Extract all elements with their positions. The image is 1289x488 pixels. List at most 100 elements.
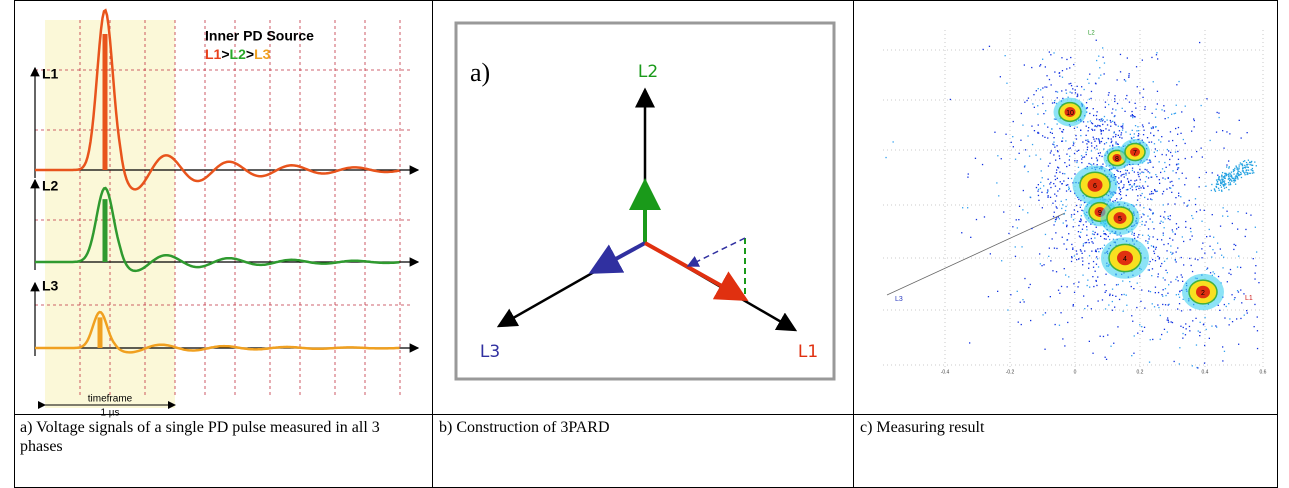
scatter-dot bbox=[1229, 318, 1231, 320]
scatter-dot bbox=[1114, 95, 1116, 97]
scatter-dot bbox=[1181, 289, 1183, 291]
scatter-dot bbox=[1243, 293, 1245, 295]
scatter-dot bbox=[1110, 168, 1113, 171]
scatter-dot bbox=[1250, 164, 1253, 166]
scatter-dot bbox=[1172, 184, 1174, 187]
scatter-dot bbox=[969, 342, 971, 344]
scatter-dot bbox=[1081, 228, 1084, 230]
scatter-dot bbox=[1229, 268, 1232, 271]
scatter-dot bbox=[1131, 231, 1133, 233]
scatter-dot bbox=[1213, 188, 1216, 190]
scatter-dot bbox=[1249, 163, 1251, 166]
scatter-dot bbox=[1086, 148, 1088, 151]
scatter-dot bbox=[1092, 242, 1094, 244]
scatter-dot bbox=[1104, 233, 1106, 235]
scatter-dot bbox=[1240, 137, 1242, 139]
scatter-dot bbox=[1123, 79, 1126, 81]
scatter-dot bbox=[1146, 137, 1149, 139]
scatter-dot bbox=[1109, 293, 1111, 295]
scatter-dot bbox=[1065, 190, 1068, 192]
scatter-dot bbox=[1061, 140, 1064, 142]
scatter-dot bbox=[1115, 133, 1117, 136]
scatter-dot bbox=[1255, 265, 1257, 267]
scatter-dot bbox=[1243, 171, 1245, 174]
scatter-dot bbox=[1132, 115, 1135, 117]
scatter-dot bbox=[1043, 113, 1045, 115]
scatter-dot bbox=[1141, 220, 1143, 223]
scatter-dot bbox=[1238, 168, 1240, 170]
scatter-dot bbox=[1126, 169, 1128, 172]
scatter-dot bbox=[1119, 194, 1122, 196]
scatter-dot bbox=[1095, 250, 1097, 253]
scatter-dot bbox=[1221, 181, 1224, 183]
scatter-dot bbox=[1055, 102, 1058, 105]
scatter-dot bbox=[1121, 294, 1123, 296]
scatter-dot bbox=[1154, 260, 1157, 262]
scatter-dot bbox=[1143, 326, 1146, 328]
scatter-dot bbox=[1057, 167, 1060, 169]
scatter-dot bbox=[1115, 192, 1117, 194]
scatter-dot bbox=[1129, 187, 1132, 190]
scatter-dot bbox=[1249, 172, 1251, 174]
scatter-dot bbox=[1028, 286, 1030, 289]
scatter-dot bbox=[1071, 92, 1073, 94]
scatter-dot bbox=[1114, 135, 1117, 138]
scatter-dot bbox=[1131, 185, 1133, 187]
scatter-dot bbox=[1227, 182, 1230, 184]
scatter-dot bbox=[1219, 225, 1222, 227]
scatter-dot bbox=[1091, 128, 1093, 130]
scatter-dot bbox=[1164, 118, 1166, 120]
scatter-dot bbox=[1107, 138, 1110, 140]
scatter-dot bbox=[1220, 189, 1223, 191]
scatter-dot bbox=[1142, 187, 1145, 189]
scatter-dot bbox=[1082, 224, 1085, 226]
scatter-dot bbox=[1119, 171, 1122, 173]
scatter-dot bbox=[1226, 166, 1228, 168]
scatter-dot bbox=[1076, 259, 1078, 261]
scatter-dot bbox=[1063, 213, 1065, 215]
scatter-dot bbox=[1161, 168, 1164, 170]
scatter-dot bbox=[1084, 250, 1086, 252]
scatter-dot bbox=[1123, 176, 1125, 178]
scatter-dot bbox=[1120, 125, 1122, 128]
scatter-dot bbox=[1059, 127, 1061, 130]
scatter-dot bbox=[1072, 144, 1074, 147]
scatter-dot bbox=[1131, 115, 1134, 117]
scatter-dot bbox=[1017, 321, 1019, 323]
scatter-dot bbox=[994, 131, 996, 133]
scatter-dot bbox=[1169, 187, 1171, 189]
scatter-dot bbox=[1157, 291, 1160, 294]
scatter-dot bbox=[1162, 303, 1164, 306]
scatter-dot bbox=[1037, 124, 1039, 126]
scatter-dot bbox=[1231, 222, 1233, 225]
scatter-dot bbox=[1245, 166, 1247, 168]
scatter-dot bbox=[1066, 68, 1068, 70]
scatter-dot bbox=[1039, 158, 1042, 160]
scatter-dot bbox=[1090, 223, 1092, 225]
scatter-dot bbox=[1145, 176, 1148, 178]
scatter-dot bbox=[1180, 132, 1182, 134]
scatter-dot bbox=[1072, 305, 1074, 307]
scatter-dot bbox=[1053, 211, 1055, 213]
scatter-dot bbox=[1150, 161, 1152, 163]
scatter-dot bbox=[1108, 92, 1110, 94]
scatter-dot bbox=[1048, 78, 1051, 81]
scatter-dot bbox=[1155, 108, 1157, 110]
scatter-dot bbox=[1168, 140, 1170, 142]
scatter-dot bbox=[1047, 137, 1049, 139]
scatter-dot bbox=[1081, 86, 1083, 88]
scatter-dot bbox=[1252, 258, 1254, 260]
scatter-dot bbox=[1155, 54, 1158, 56]
scatter-dot bbox=[1047, 195, 1049, 197]
scatter-dot bbox=[1135, 107, 1137, 109]
scatter-dot bbox=[1167, 319, 1169, 321]
scatter-dot bbox=[1140, 194, 1142, 197]
scatter-dot bbox=[1137, 173, 1139, 176]
scatter-dot bbox=[1131, 110, 1133, 113]
scatter-dot bbox=[1063, 180, 1065, 182]
scatter-dot bbox=[1252, 170, 1254, 172]
scatter-dot bbox=[1221, 183, 1223, 185]
scatter-dot bbox=[1072, 247, 1074, 249]
scatter-dot bbox=[1179, 347, 1181, 349]
scatter-dot bbox=[1115, 124, 1117, 126]
